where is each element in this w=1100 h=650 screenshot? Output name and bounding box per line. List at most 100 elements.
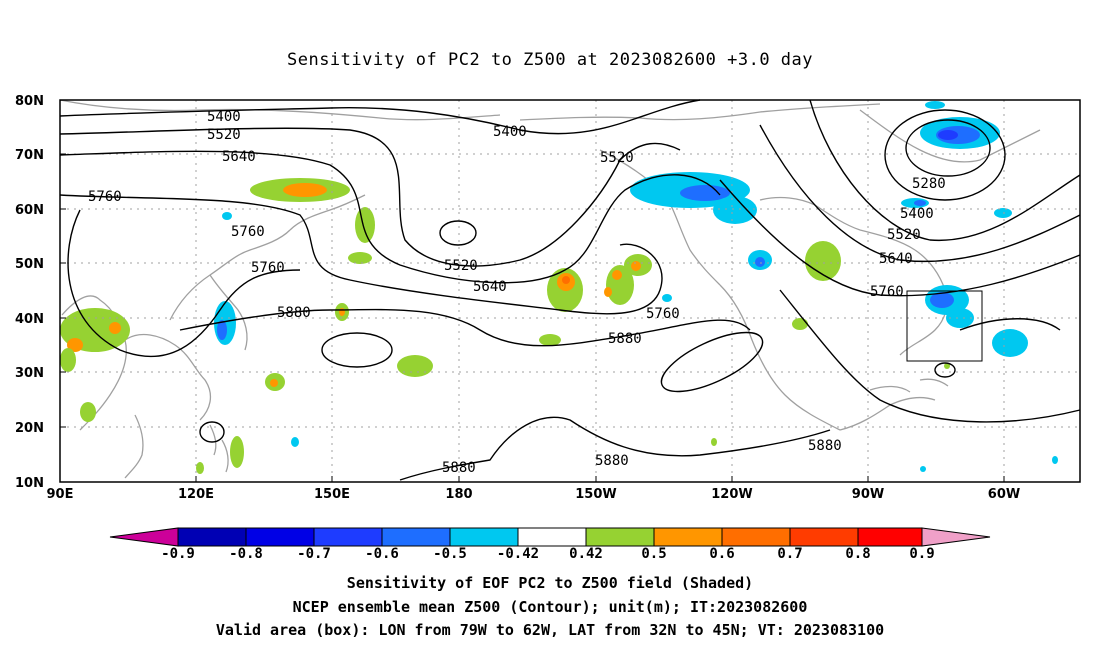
- colorbar-labels: -0.9 -0.8 -0.7 -0.6 -0.5 -0.42 0.42 0.5 …: [161, 546, 935, 562]
- positive-core: [109, 322, 121, 334]
- positive-region: [805, 241, 841, 281]
- colorbar-label: -0.42: [497, 546, 539, 562]
- negative-region: [946, 308, 974, 328]
- contour-label: 5520: [207, 127, 241, 143]
- lat-labels: 80N 70N 60N 50N 40N 30N 20N 10N: [15, 94, 44, 491]
- contour-label: 5520: [444, 258, 478, 274]
- negative-region: [920, 466, 926, 472]
- lon-label: 120E: [178, 487, 214, 502]
- colorbar-swatch: [245, 527, 315, 547]
- colorbar-swatch: [721, 527, 791, 547]
- colorbar-high-arrow: [921, 527, 991, 547]
- contour-5280: [905, 119, 991, 177]
- lat-label: 20N: [15, 421, 44, 436]
- positive-region: [944, 363, 950, 369]
- colorbar-label: 0.8: [845, 546, 870, 562]
- contour-label: 5880: [595, 453, 629, 469]
- contour-5400-low: [884, 109, 1006, 201]
- contour-5520: [59, 127, 681, 267]
- negative-core: [930, 292, 954, 308]
- positive-core: [631, 261, 641, 271]
- contour-label: 5760: [251, 260, 285, 276]
- contour-label: 5640: [473, 279, 507, 295]
- colorbar-label: -0.5: [433, 546, 467, 562]
- colorbar-swatch: [177, 527, 247, 547]
- contour-label: 5760: [231, 224, 265, 240]
- contour-5880-pacific: [321, 332, 393, 368]
- lat-label: 70N: [15, 148, 44, 163]
- positive-core: [562, 276, 570, 284]
- negative-region: [291, 437, 299, 447]
- contour-label: 5880: [442, 460, 476, 476]
- tick-marks: [60, 153, 1005, 482]
- caption-shaded: Sensitivity of EOF PC2 to Z500 field (Sh…: [346, 574, 754, 592]
- grid: [60, 100, 1080, 482]
- negative-region: [994, 208, 1012, 218]
- contour-5880: [179, 308, 751, 347]
- colorbar-swatch: [381, 527, 451, 547]
- colorbar-label: 0.5: [641, 546, 666, 562]
- colorbar-label: 0.6: [709, 546, 734, 562]
- contour-5880-south: [399, 416, 831, 481]
- colorbar-label: 0.42: [569, 546, 603, 562]
- contour-label: 5280: [912, 176, 946, 192]
- lon-label: 120W: [711, 487, 752, 502]
- contour-5400: [59, 99, 701, 135]
- negative-core: [755, 257, 765, 267]
- contour-label: 5640: [222, 149, 256, 165]
- positive-region: [711, 438, 717, 446]
- colorbar-swatch: [517, 527, 587, 547]
- contour-label: 5880: [608, 331, 642, 347]
- lat-label: 80N: [15, 94, 44, 109]
- positive-region: [196, 462, 204, 474]
- contour-5760-east: [719, 179, 1081, 297]
- contour-label: 5760: [870, 284, 904, 300]
- contour-small-high: [934, 362, 956, 378]
- negative-core: [217, 320, 227, 340]
- contour-label: 5400: [900, 206, 934, 222]
- contour-5760: [59, 194, 663, 315]
- coastlines: [59, 99, 1041, 479]
- lat-label: 40N: [15, 312, 44, 327]
- contour-label: 5760: [88, 189, 122, 205]
- lat-label: 50N: [15, 257, 44, 272]
- positive-region: [80, 402, 96, 422]
- colorbar-swatch: [789, 527, 859, 547]
- lon-label: 150E: [314, 487, 350, 502]
- lon-label: 90W: [852, 487, 884, 502]
- caption-contour: NCEP ensemble mean Z500 (Contour); unit(…: [292, 598, 808, 616]
- negative-region: [1052, 456, 1058, 464]
- colorbar-swatch: [585, 527, 655, 547]
- z500-contours: [59, 99, 1081, 481]
- lon-label: 150W: [575, 487, 616, 502]
- negative-core: [680, 185, 730, 201]
- positive-region: [348, 252, 372, 264]
- contour-label: 5520: [887, 227, 921, 243]
- negative-core: [914, 200, 926, 206]
- contour-small-low: [199, 421, 225, 443]
- map-frame: [59, 99, 1081, 483]
- lat-label: 60N: [15, 203, 44, 218]
- lon-label: 60W: [988, 487, 1020, 502]
- colorbar-label: -0.8: [229, 546, 263, 562]
- positive-core: [612, 270, 622, 280]
- contour-label: 5400: [493, 124, 527, 140]
- positive-core: [604, 287, 612, 297]
- map-title: Sensitivity of PC2 to Z500 at 2023082600…: [286, 50, 813, 70]
- positive-core: [270, 379, 278, 387]
- contour-5640: [59, 150, 721, 284]
- contour-5880-bay: [959, 318, 1061, 331]
- negative-core: [938, 130, 958, 140]
- colorbar-swatch: [857, 527, 923, 547]
- contour-5880-atlantic: [660, 331, 764, 393]
- negative-region: [925, 101, 945, 109]
- colorbar-swatch: [313, 527, 383, 547]
- lon-label: 90E: [47, 487, 74, 502]
- colorbar-label: -0.6: [365, 546, 399, 562]
- negative-region: [713, 196, 757, 224]
- contour-5520-low: [439, 220, 477, 246]
- contour-label: 5880: [277, 305, 311, 321]
- contour-5640-east: [759, 124, 1081, 263]
- positive-region: [539, 334, 561, 346]
